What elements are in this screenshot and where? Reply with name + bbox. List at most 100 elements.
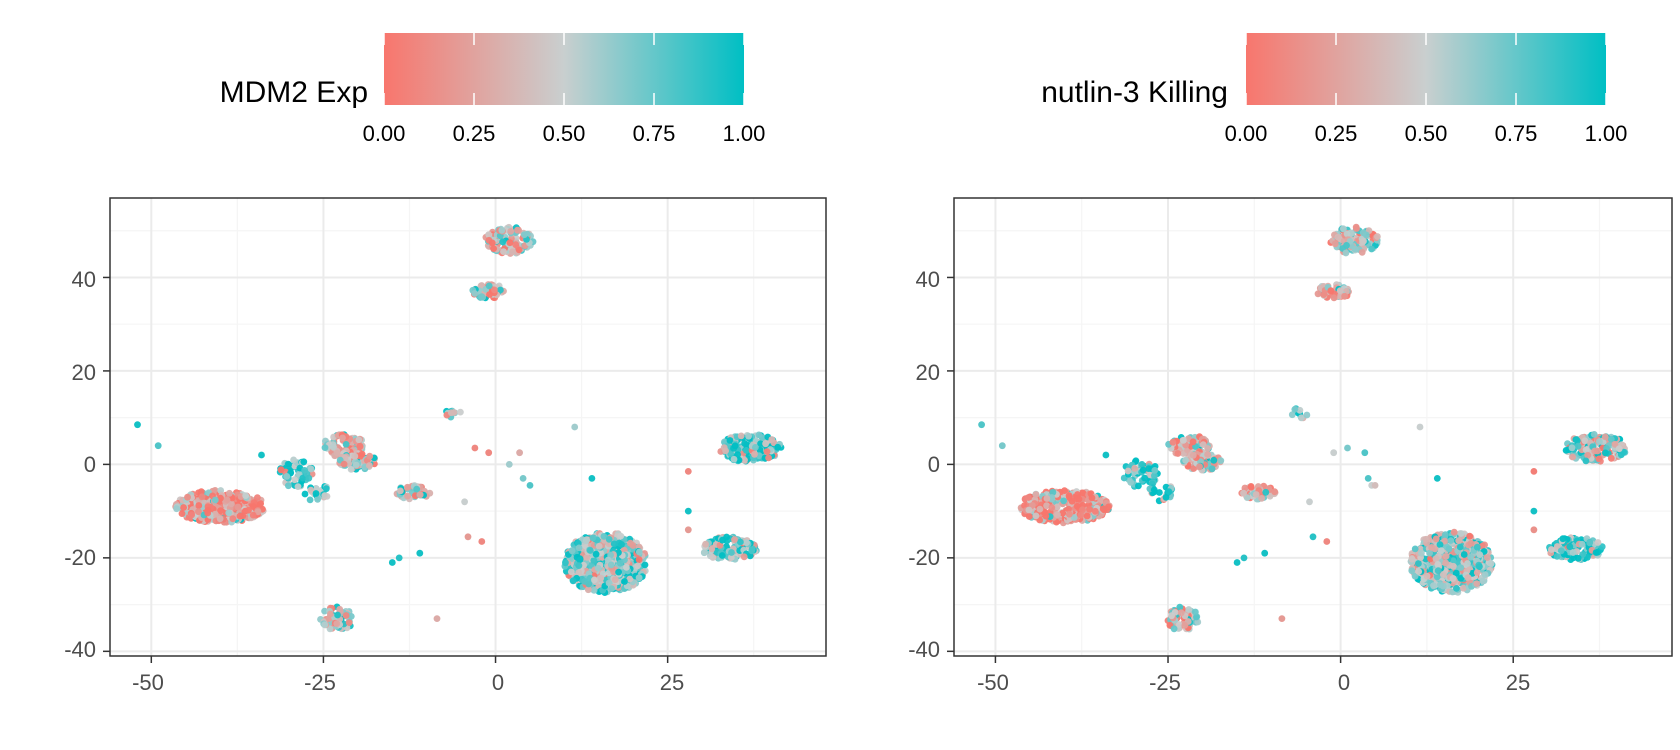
data-point — [1204, 451, 1212, 458]
data-point — [589, 534, 597, 542]
data-point — [300, 458, 308, 466]
data-point — [447, 409, 455, 417]
data-point — [1411, 545, 1419, 553]
plot-area — [953, 197, 1673, 657]
data-point — [1102, 451, 1110, 459]
data-point — [1330, 294, 1338, 302]
data-point — [307, 486, 315, 494]
gridlines — [954, 198, 1672, 656]
data-point — [1434, 567, 1442, 575]
data-point — [1314, 290, 1322, 298]
points — [134, 223, 785, 633]
data-point — [1584, 451, 1592, 459]
data-point — [290, 456, 297, 464]
data-point — [225, 509, 233, 517]
data-point — [576, 556, 584, 564]
data-point — [562, 559, 569, 567]
data-point — [499, 238, 507, 246]
data-point — [1068, 497, 1076, 505]
data-point — [1025, 494, 1032, 501]
data-point — [1217, 457, 1225, 464]
data-point — [1192, 608, 1199, 616]
data-point — [607, 561, 615, 569]
data-point — [312, 490, 320, 497]
data-point — [1573, 437, 1581, 445]
data-point — [588, 475, 596, 482]
y-axis: -40 -20 0 20 40 — [908, 267, 954, 662]
data-point — [351, 452, 359, 460]
data-point — [485, 231, 493, 239]
data-point — [305, 474, 313, 482]
data-point — [1170, 625, 1178, 633]
data-point — [329, 443, 337, 451]
points — [978, 223, 1629, 633]
x-tick-label: 0 — [492, 670, 504, 695]
data-point — [1415, 560, 1422, 567]
data-point — [285, 482, 292, 490]
colorbar-ticks — [1245, 33, 1607, 105]
data-point — [1594, 539, 1602, 546]
data-point — [722, 447, 729, 455]
data-point — [339, 434, 346, 442]
data-point — [1530, 507, 1538, 515]
data-point — [1481, 571, 1489, 578]
data-point — [366, 452, 374, 460]
data-point — [1464, 560, 1471, 567]
data-point — [1025, 506, 1033, 514]
data-point — [623, 564, 630, 571]
y-tick-label: -20 — [908, 545, 940, 570]
data-point — [507, 228, 515, 235]
data-point — [737, 538, 744, 546]
data-point — [605, 579, 613, 587]
data-point — [1432, 555, 1440, 563]
data-point — [1473, 543, 1481, 551]
y-tick-label: 40 — [72, 267, 96, 292]
data-point — [257, 500, 264, 508]
data-point — [1185, 606, 1193, 613]
x-tick-label: -25 — [304, 670, 336, 695]
data-point — [1131, 464, 1139, 472]
data-point — [594, 564, 602, 572]
data-point — [1138, 461, 1146, 468]
data-point — [1343, 230, 1351, 238]
data-point — [416, 491, 424, 499]
data-point — [340, 460, 348, 468]
data-point — [1053, 503, 1061, 511]
y-tick-label: 40 — [916, 267, 940, 292]
data-point — [342, 612, 350, 619]
data-point — [291, 476, 299, 484]
data-point — [1436, 541, 1444, 548]
data-point — [1032, 512, 1040, 520]
data-point — [306, 496, 314, 504]
data-point — [998, 442, 1006, 450]
data-point — [1352, 223, 1360, 231]
data-point — [1411, 572, 1419, 580]
data-point — [294, 483, 302, 490]
data-point — [321, 621, 329, 629]
data-point — [1162, 493, 1170, 501]
data-point — [1445, 545, 1453, 553]
data-point — [1070, 514, 1078, 521]
data-point — [457, 408, 464, 416]
data-point — [321, 607, 328, 615]
data-point — [277, 466, 285, 474]
data-point — [154, 442, 162, 450]
colorbar-tick-label: 0.50 — [1405, 121, 1448, 146]
gridlines — [110, 198, 826, 656]
data-point — [217, 494, 224, 502]
data-point — [509, 248, 516, 256]
colorbar-tick-label: 0.75 — [1495, 121, 1538, 146]
colorbar-tick-labels: 0.00 0.25 0.50 0.75 1.00 — [363, 121, 766, 146]
data-point — [1061, 487, 1068, 494]
data-point — [708, 545, 716, 553]
data-point — [471, 290, 479, 297]
data-point — [1430, 582, 1437, 590]
data-point — [184, 493, 191, 501]
data-point — [1233, 559, 1241, 566]
data-point — [1210, 456, 1218, 464]
x-tick-label: 25 — [1506, 670, 1530, 695]
data-point — [1582, 457, 1590, 465]
data-point — [1422, 555, 1430, 563]
data-point — [1442, 552, 1450, 560]
data-point — [568, 547, 576, 555]
